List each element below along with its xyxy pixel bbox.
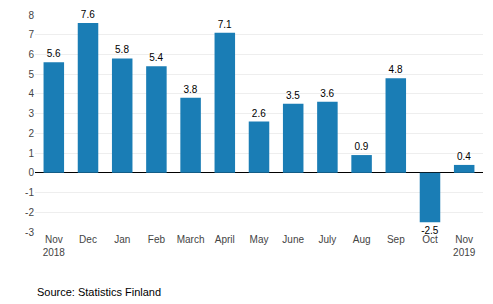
svg-text:5.8: 5.8 <box>115 44 129 55</box>
svg-text:5: 5 <box>28 69 34 80</box>
svg-text:July: July <box>319 234 337 245</box>
svg-text:7: 7 <box>28 29 34 40</box>
svg-text:Oct: Oct <box>422 234 438 245</box>
svg-text:March: March <box>177 234 205 245</box>
svg-text:May: May <box>250 234 269 245</box>
svg-text:0.4: 0.4 <box>457 151 471 162</box>
svg-text:7.6: 7.6 <box>81 9 95 20</box>
svg-text:5.4: 5.4 <box>149 52 163 63</box>
svg-text:7.1: 7.1 <box>218 19 232 30</box>
svg-text:3.5: 3.5 <box>286 90 300 101</box>
svg-text:Source: Statistics Finland: Source: Statistics Finland <box>37 286 161 298</box>
svg-text:3: 3 <box>28 108 34 119</box>
svg-text:-2.5: -2.5 <box>421 225 439 236</box>
svg-text:2.6: 2.6 <box>252 108 266 119</box>
svg-text:June: June <box>282 234 304 245</box>
svg-text:2: 2 <box>28 128 34 139</box>
svg-text:Nov2019: Nov2019 <box>453 234 476 258</box>
svg-text:-1: -1 <box>25 187 34 198</box>
svg-text:0.9: 0.9 <box>354 141 368 152</box>
svg-text:April: April <box>215 234 235 245</box>
svg-text:5.6: 5.6 <box>47 48 61 59</box>
svg-text:-2: -2 <box>25 207 34 218</box>
svg-text:Feb: Feb <box>148 234 166 245</box>
svg-text:-3: -3 <box>25 227 34 238</box>
svg-text:3.6: 3.6 <box>320 88 334 99</box>
svg-text:8: 8 <box>28 10 34 21</box>
svg-text:Nov2018: Nov2018 <box>43 234 66 258</box>
svg-text:1: 1 <box>28 148 34 159</box>
svg-text:Aug: Aug <box>353 234 371 245</box>
svg-text:6: 6 <box>28 49 34 60</box>
svg-text:Dec: Dec <box>79 234 97 245</box>
svg-text:0: 0 <box>28 167 34 178</box>
svg-text:4: 4 <box>28 88 34 99</box>
svg-text:Jan: Jan <box>114 234 130 245</box>
svg-text:Sep: Sep <box>387 234 405 245</box>
svg-text:4.8: 4.8 <box>389 64 403 75</box>
svg-text:3.8: 3.8 <box>183 84 197 95</box>
